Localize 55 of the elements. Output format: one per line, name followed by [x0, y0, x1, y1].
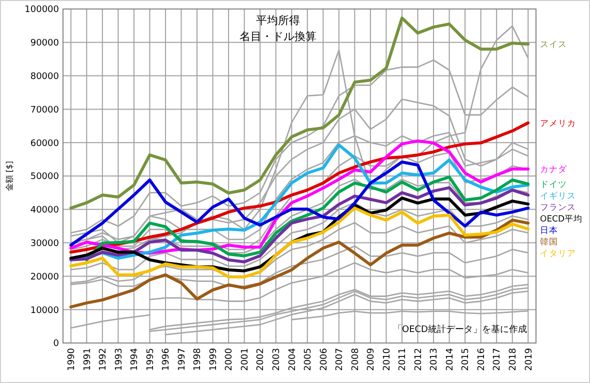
- text: イタリア: [540, 248, 576, 259]
- y-tick-label: 40000: [30, 206, 60, 216]
- y-tick-label: 50000: [30, 172, 60, 182]
- series-label: アメリカ: [540, 118, 576, 129]
- text: 平均所得: [256, 14, 300, 27]
- x-tick-label: 2018: [508, 348, 518, 371]
- series-label: スイス: [540, 40, 567, 50]
- y-tick-label: 30000: [30, 238, 60, 249]
- series-label: イギリス: [540, 190, 576, 202]
- text: 日本: [540, 224, 558, 236]
- x-tick-label: 2003: [272, 348, 282, 371]
- x-tick-label: 2007: [335, 348, 346, 371]
- series-label: OECD平均: [540, 213, 583, 224]
- x-tick-label: 1990: [67, 348, 78, 371]
- x-tick-label: 2019: [524, 348, 534, 371]
- y-tick-label: 0: [53, 339, 60, 350]
- x-tick-label: 2002: [256, 348, 266, 371]
- y-tick-label: 20000: [30, 272, 60, 282]
- x-tick-label: 2009: [366, 348, 377, 371]
- x-tick-label: 2015: [461, 348, 472, 371]
- series-label: ドイツ: [540, 180, 567, 190]
- x-tick-label: 2001: [240, 348, 250, 371]
- x-tick-label: 2000: [224, 348, 235, 371]
- x-tick-label: 2011: [398, 348, 408, 371]
- x-tick-label: 1991: [82, 348, 93, 371]
- x-tick-label: 1994: [130, 348, 140, 371]
- x-tick-label: 2005: [304, 348, 314, 371]
- x-tick-label: 1996: [162, 348, 172, 371]
- y-tick-label: 70000: [30, 105, 60, 116]
- text: 名目・ドル換算: [240, 30, 316, 43]
- x-tick-label: 1995: [146, 348, 156, 371]
- x-tick-label: 2013: [430, 348, 440, 371]
- text: 韓国: [540, 236, 558, 248]
- x-tick-label: 1993: [114, 348, 124, 371]
- x-tick-label: 2006: [319, 348, 330, 371]
- y-tick-label: 60000: [30, 138, 60, 149]
- y-tick-label: 90000: [30, 38, 60, 49]
- x-tick-label: 2017: [492, 348, 503, 371]
- x-tick-label: 1997: [177, 348, 188, 371]
- x-tick-label: 2014: [445, 348, 456, 371]
- x-tick-label: 2016: [476, 348, 487, 371]
- x-tick-label: 2008: [350, 348, 361, 371]
- y-tick-label: 100000: [24, 5, 60, 16]
- x-tick-label: 1999: [208, 348, 219, 371]
- y-tick-label: 80000: [30, 72, 60, 82]
- y-tick-label: 10000: [30, 306, 60, 316]
- series-label: カナダ: [540, 164, 568, 175]
- y-axis-title: 金額 [$]: [5, 161, 14, 191]
- x-tick-label: 2012: [414, 348, 424, 371]
- annotation: 「OECD統計データ」を基に作成: [393, 324, 527, 335]
- x-tick-label: 2004: [288, 348, 298, 371]
- x-tick-label: 2010: [382, 348, 392, 371]
- series-label: フランス: [540, 202, 576, 213]
- x-tick-label: 1998: [193, 348, 204, 371]
- x-tick-label: 1992: [98, 348, 109, 371]
